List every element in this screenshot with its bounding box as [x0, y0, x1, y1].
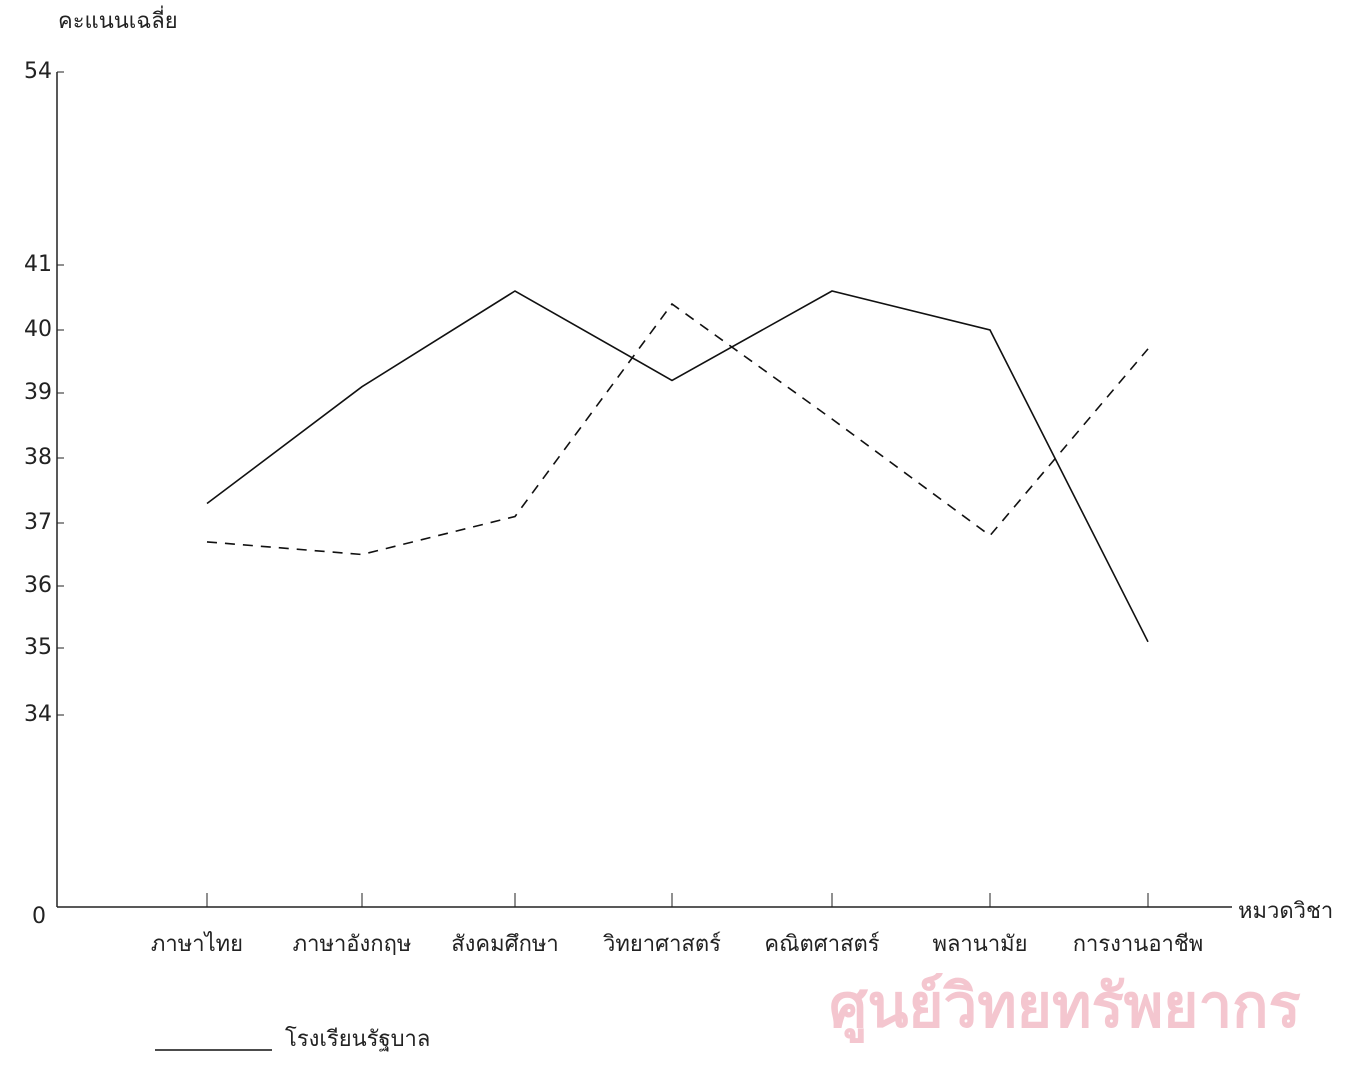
y-axis-label: คะแนนเฉลี่ย [58, 5, 178, 34]
x-tick-label: ภาษาอังกฤษ [293, 932, 412, 957]
y-tick-label: 39 [24, 380, 52, 405]
x-tick-label: สังคมศึกษา [451, 932, 559, 957]
x-tick-label: พลานามัย [932, 932, 1027, 957]
series-line [206, 290, 1149, 643]
x-tick-label: การงานอาชีพ [1073, 932, 1204, 957]
legend-label: โรงเรียนรัฐบาล [285, 1026, 430, 1052]
series-line [206, 302, 1149, 556]
watermark: ศูนย์วิทยทรัพยากร [829, 972, 1300, 1044]
y-tick-label: 38 [24, 445, 52, 470]
y-tick-label: 34 [24, 702, 52, 727]
y-tick-label: 37 [24, 510, 52, 535]
x-tick-label: คณิตศาสตร์ [764, 932, 879, 957]
y-tick-label: 36 [24, 573, 52, 598]
x-axis-label: หมวดวิชา [1238, 899, 1333, 924]
y-tick-label: 54 [24, 59, 52, 84]
x-tick-label: วิทยาศาสตร์ [602, 932, 721, 957]
y-tick-label: 41 [24, 252, 52, 277]
y-tick-label: 35 [24, 635, 52, 660]
y-tick-label: 40 [24, 317, 52, 342]
x-tick-label: ภาษาไทย [151, 931, 243, 957]
y-tick-label: 0 [32, 904, 46, 929]
